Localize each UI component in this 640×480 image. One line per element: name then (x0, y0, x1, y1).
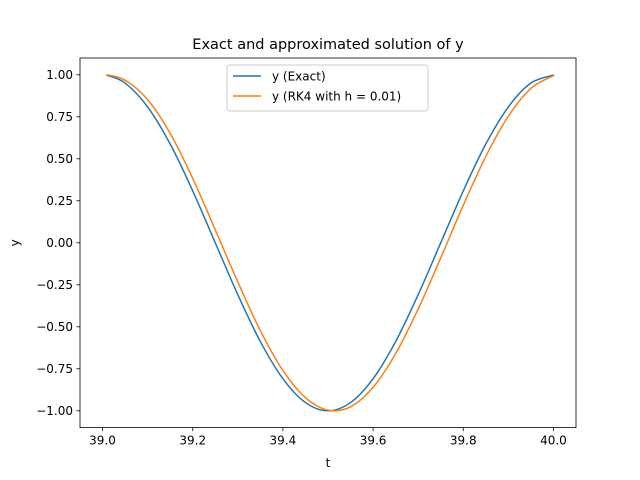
legend: y (Exact) y (RK4 with h = 0.01) (226, 64, 429, 112)
y-tick-label: −1.00 (36, 404, 73, 418)
x-tick-label: 39.4 (270, 434, 297, 448)
x-tick-label: 39.8 (450, 434, 477, 448)
legend-entry-label: y (RK4 with h = 0.01) (272, 89, 401, 103)
y-tick-label: 0.50 (46, 152, 73, 166)
x-axis-label: t (326, 456, 331, 470)
y-axis-label: y (8, 239, 22, 246)
series-layer (106, 73, 555, 412)
x-tick-label: 39.0 (89, 434, 116, 448)
y-tick-label: −0.25 (36, 278, 73, 292)
y-tick-label: 1.00 (46, 68, 73, 82)
series-line-rk4 (106, 73, 555, 412)
y-tick-label: −0.75 (36, 362, 73, 376)
legend-frame (226, 64, 429, 112)
x-tick-label: 39.2 (179, 434, 206, 448)
y-tick-label: 0.75 (46, 110, 73, 124)
y-axis-ticks: −1.00 −0.75 −0.50 −0.25 0.00 0.25 0.50 0.75 1.00 (36, 68, 80, 418)
y-tick-label: 0.25 (46, 194, 73, 208)
y-tick-label: 0.00 (46, 236, 73, 250)
x-tick-label: 40.0 (540, 434, 567, 448)
x-tick-label: 39.6 (360, 434, 387, 448)
chart-title: Exact and approximated solution of y (192, 37, 464, 53)
legend-entry-label: y (Exact) (272, 69, 326, 83)
y-tick-label: −0.50 (36, 320, 73, 334)
x-axis-ticks: 39.0 39.2 39.4 39.6 39.8 40.0 (89, 427, 567, 448)
